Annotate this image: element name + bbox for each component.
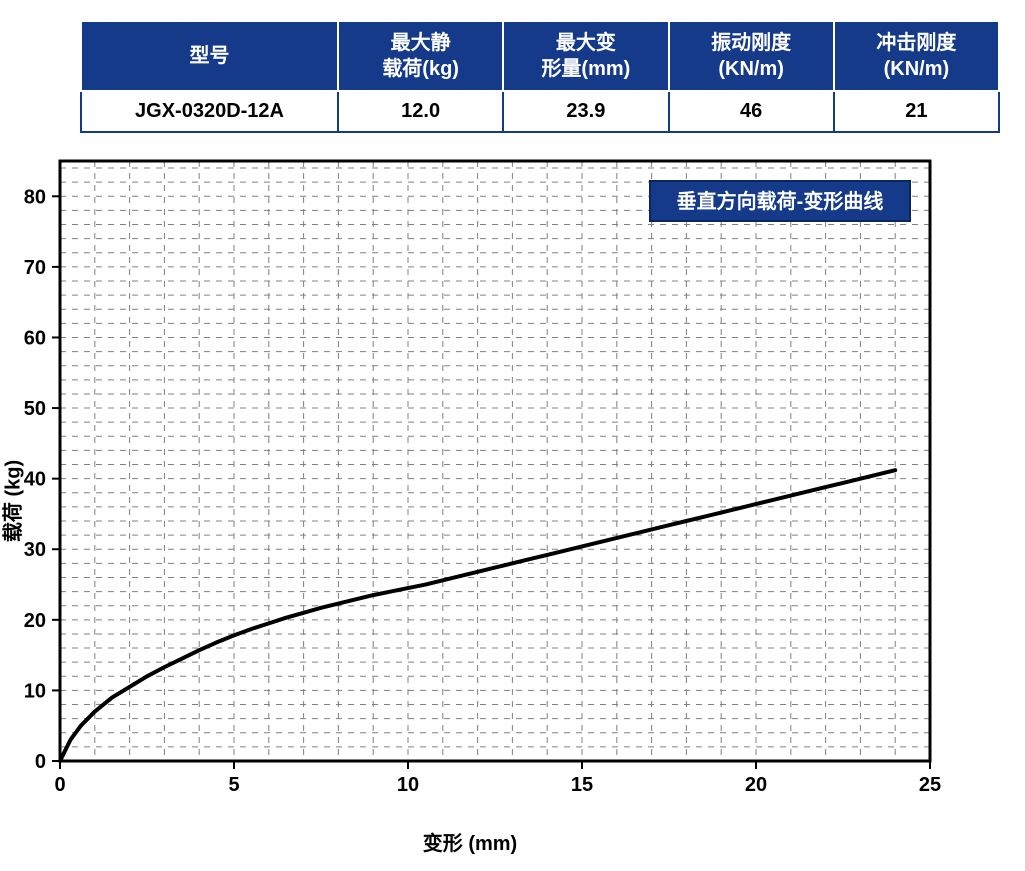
svg-text:垂直方向载荷-变形曲线: 垂直方向载荷-变形曲线 — [677, 189, 884, 213]
x-axis-label: 变形 (mm) — [423, 827, 517, 856]
chart-container: 载荷 (kg) 0 5 10 15 20 25 0 10 20 30 40 50 60 70 80 垂直方向载… — [0, 151, 960, 851]
svg-text:0: 0 — [54, 774, 65, 796]
table-header: 振动刚度(KN/m) — [669, 21, 834, 91]
svg-text:0: 0 — [35, 751, 46, 773]
svg-text:10: 10 — [24, 680, 46, 702]
svg-text:15: 15 — [571, 774, 593, 796]
svg-text:25: 25 — [919, 774, 941, 796]
svg-text:70: 70 — [24, 257, 46, 279]
line-chart: 0 5 10 15 20 25 0 10 20 30 40 50 60 70 80 垂直方向载荷-变形曲线 — [0, 151, 960, 811]
svg-text:80: 80 — [24, 186, 46, 208]
svg-text:30: 30 — [24, 539, 46, 561]
table-cell: JGX-0320D-12A — [81, 91, 338, 132]
y-axis-label: 载荷 (kg) — [0, 460, 26, 542]
table-cell: 12.0 — [338, 91, 503, 132]
table-header: 最大变形量(mm) — [503, 21, 668, 91]
table-cell: 46 — [669, 91, 834, 132]
spec-table: 型号最大静载荷(kg)最大变形量(mm)振动刚度(KN/m)冲击刚度(KN/m)… — [80, 20, 1000, 133]
table-cell: 23.9 — [503, 91, 668, 132]
svg-text:60: 60 — [24, 327, 46, 349]
svg-text:50: 50 — [24, 398, 46, 420]
svg-text:10: 10 — [397, 774, 419, 796]
svg-text:5: 5 — [228, 774, 239, 796]
table-cell: 21 — [834, 91, 999, 132]
svg-text:20: 20 — [24, 610, 46, 632]
svg-text:40: 40 — [24, 469, 46, 491]
table-header: 最大静载荷(kg) — [338, 21, 503, 91]
svg-text:20: 20 — [745, 774, 767, 796]
table-header: 冲击刚度(KN/m) — [834, 21, 999, 91]
table-header: 型号 — [81, 21, 338, 91]
